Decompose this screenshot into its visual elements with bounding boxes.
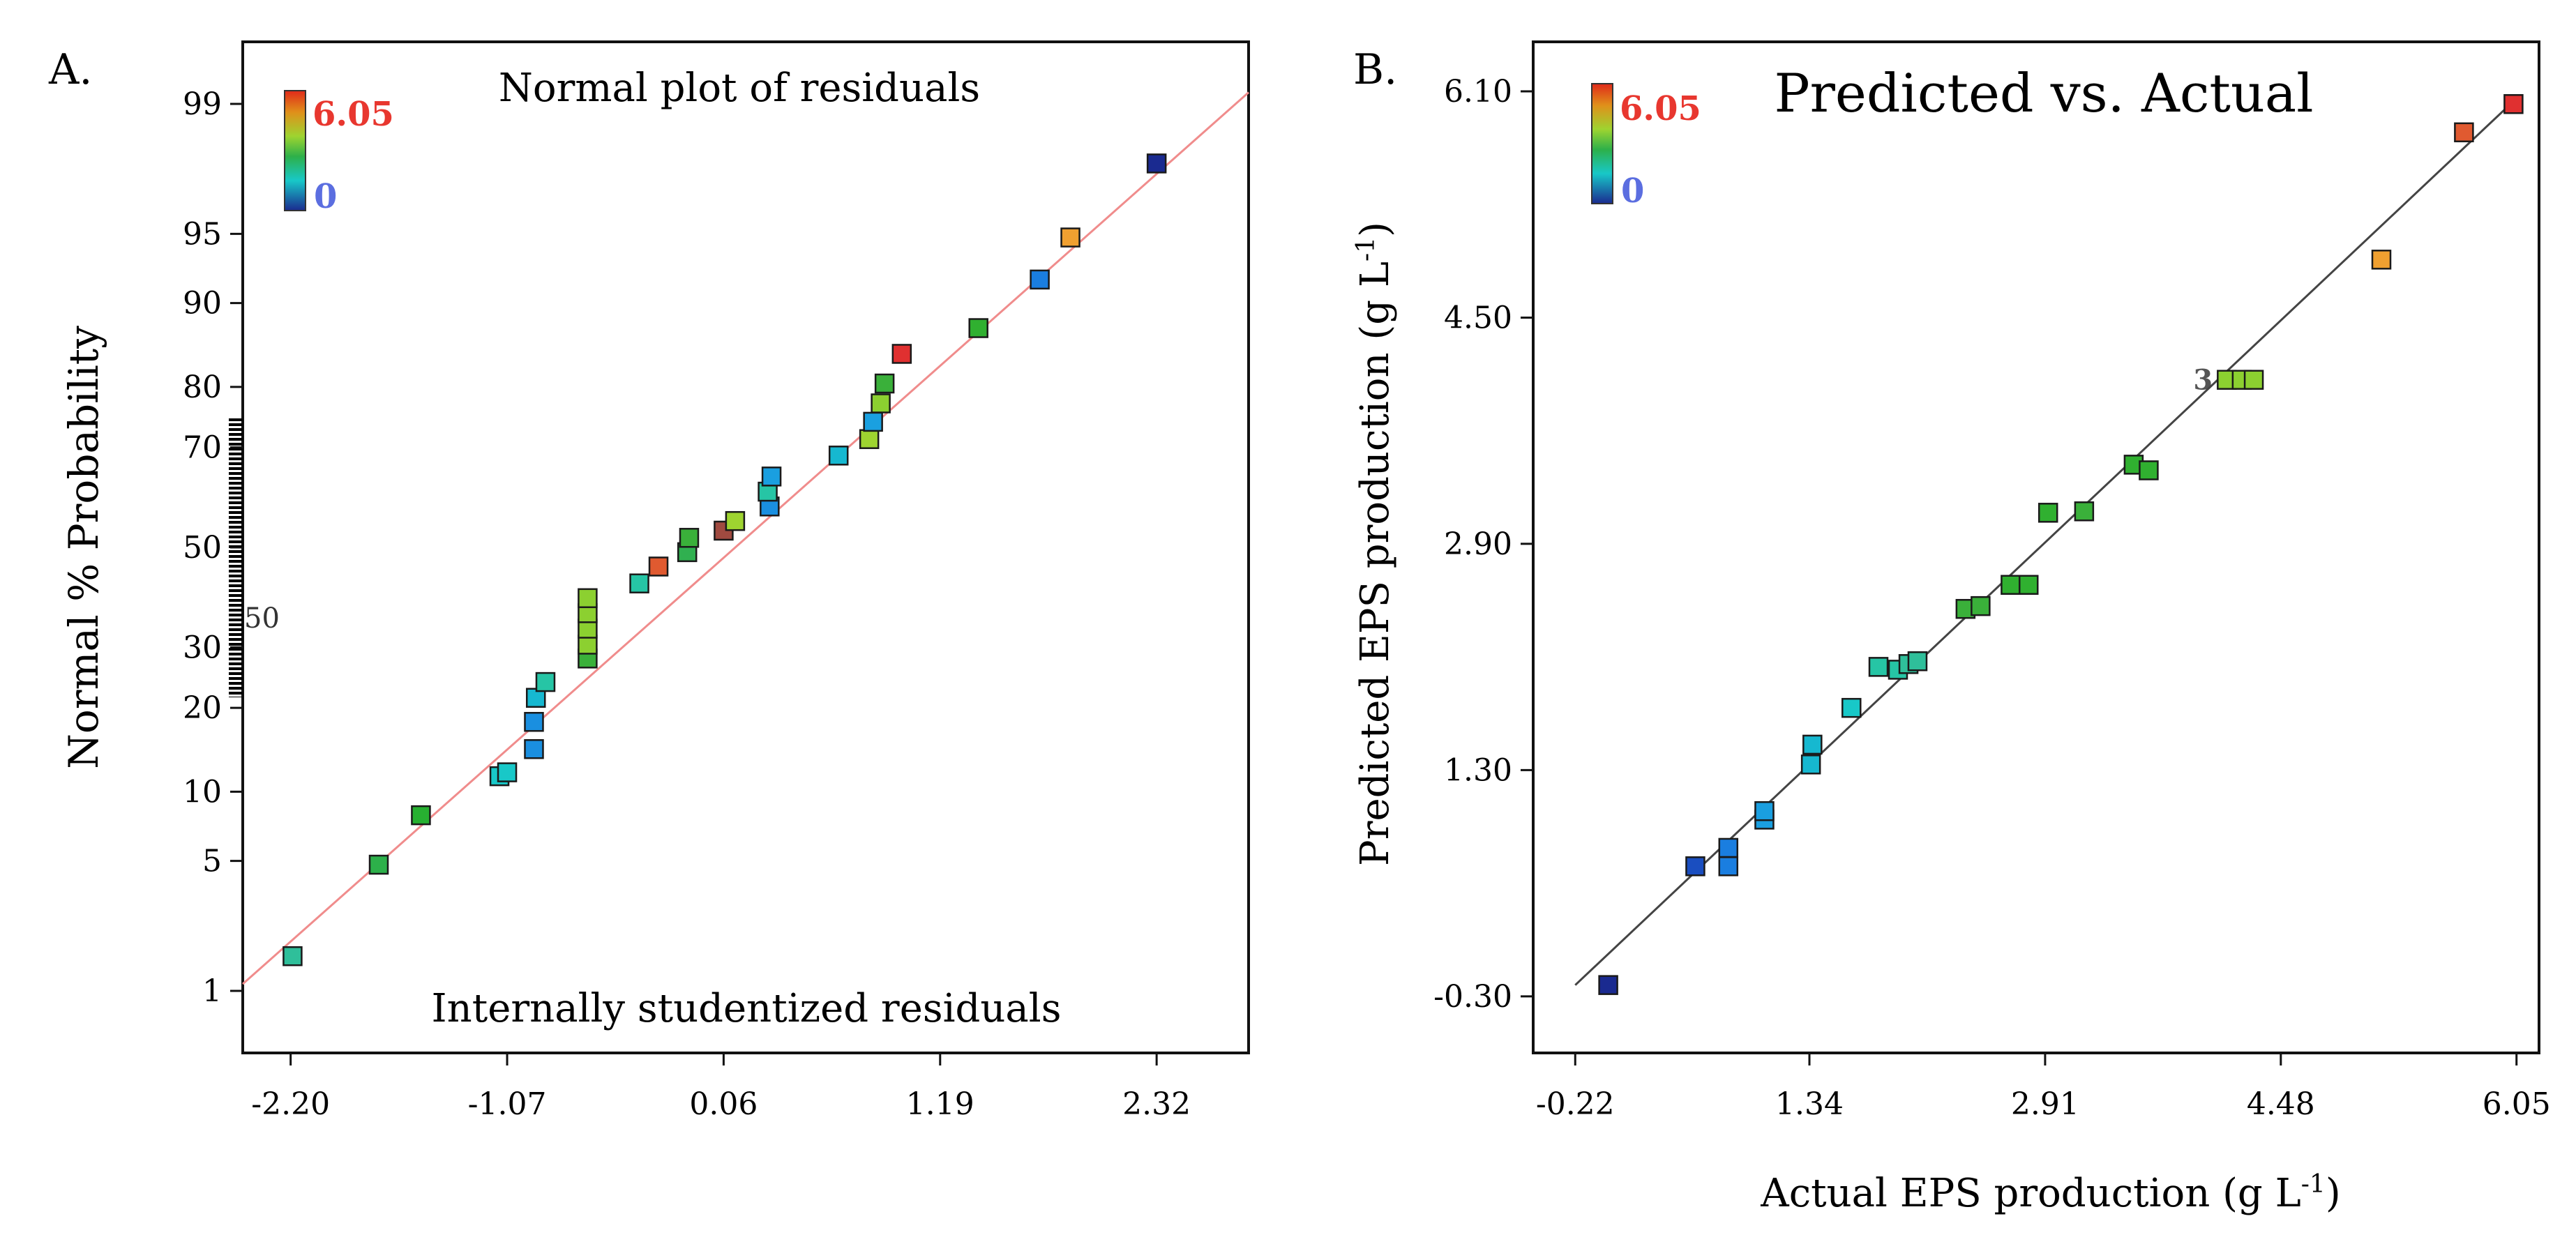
panel-b-legend-min: 0 (1621, 172, 1644, 211)
data-point (2038, 503, 2058, 523)
panel-b-legend-max: 6.05 (1620, 89, 1701, 128)
y-tick-label: 4.50 (1444, 300, 1512, 335)
data-point (1754, 801, 1775, 821)
x-tick-label: -0.22 (1536, 1086, 1615, 1122)
data-point (968, 318, 988, 338)
panel-a-normal-plot: A. Normal plot of residuals Internally s… (48, 40, 1250, 1122)
y-tick-label: 30 (183, 630, 222, 665)
data-point (859, 429, 880, 449)
y-tick-label: 1 (202, 973, 222, 1009)
panel-b-points (1598, 93, 2524, 995)
panel-b-colour-legend (1591, 83, 1613, 204)
y-tick-label: 70 (183, 430, 222, 466)
data-point (578, 588, 598, 609)
data-point (1868, 657, 1889, 677)
data-point (1146, 153, 1167, 174)
y-tick-label: 95 (183, 216, 222, 252)
x-tick-label: 2.91 (2011, 1086, 2079, 1122)
data-point (2243, 370, 2264, 390)
panel-a-colour-legend (284, 90, 306, 211)
y-tick-label: 90 (183, 286, 222, 321)
panel-a-label: A. (48, 45, 92, 94)
y-tick-label: 10 (183, 774, 222, 810)
panel-a-points (283, 153, 1167, 966)
panel-b-xlabel: Actual EPS production (g L-1) (1760, 1170, 2340, 1217)
data-point (1685, 856, 1705, 877)
panel-a-plot-frame (241, 40, 1250, 1054)
data-point (1907, 651, 1928, 672)
data-point (648, 556, 669, 577)
panel-a-xlabel: Internally studentized residuals (432, 986, 1062, 1031)
x-tick-label: -1.07 (468, 1086, 547, 1122)
panel-b-reference-line (1574, 98, 2517, 986)
data-point (1802, 734, 1823, 755)
data-point (679, 528, 700, 548)
data-point (535, 672, 556, 692)
data-point (874, 373, 895, 394)
x-tick-label: 2.32 (1122, 1086, 1191, 1122)
y-tick-label: 5 (202, 844, 222, 879)
data-point (2503, 93, 2524, 114)
data-point (761, 466, 782, 487)
panel-a-y-ticks: 1 5 10 20 30 50 70 80 90 95 99 (183, 86, 243, 1009)
data-point (283, 946, 303, 966)
panel-b-predicted-vs-actual: B. Predicted vs. Actual Actual EPS produ… (1352, 40, 2551, 1217)
panel-a-legend-min: 0 (314, 177, 337, 216)
panel-b-annotation: 3 (2193, 364, 2213, 397)
x-tick-label: 4.48 (2247, 1086, 2315, 1122)
data-point (1718, 856, 1739, 877)
x-tick-label: 1.34 (1775, 1086, 1844, 1122)
y-tick-label: 2.90 (1444, 526, 1512, 562)
x-tick-label: 0.06 (689, 1086, 758, 1122)
y-tick-label: 6.10 (1444, 74, 1512, 109)
panel-b-title: Predicted vs. Actual (1774, 62, 2313, 124)
data-point (2001, 575, 2021, 595)
data-point (1060, 227, 1080, 248)
y-tick-label: 50 (183, 530, 222, 566)
y-tick-label: 99 (183, 86, 222, 122)
x-tick-label: 6.05 (2483, 1086, 2551, 1122)
data-point (2371, 250, 2392, 270)
data-point (871, 393, 891, 414)
data-point (863, 411, 883, 432)
panel-a-reference-line (242, 91, 1249, 985)
data-point (2018, 575, 2039, 595)
panel-a-legend-max: 6.05 (312, 95, 394, 134)
data-point (524, 739, 544, 759)
panel-b-plot-frame (1532, 40, 2540, 1054)
x-tick-label: -2.20 (251, 1086, 330, 1122)
data-point (891, 344, 912, 364)
panel-b-y-ticks: -0.30 1.30 2.90 4.50 6.10 (1433, 74, 1533, 1015)
data-point (411, 805, 431, 826)
y-tick-label: -0.30 (1433, 979, 1512, 1015)
data-point (1030, 269, 1050, 290)
panel-b-x-ticks: -0.22 1.34 2.91 4.48 6.05 (1536, 1053, 2551, 1122)
data-point (368, 854, 389, 875)
data-point (725, 510, 746, 531)
panel-b-label: B. (1353, 45, 1397, 94)
data-point (1718, 837, 1739, 858)
x-tick-label: 1.19 (906, 1086, 974, 1122)
data-point (497, 762, 518, 782)
y-tick-label: 20 (183, 690, 222, 726)
panel-b-ylabel: Predicted EPS production (g L-1) (1352, 222, 1399, 866)
y-tick-label: 80 (183, 370, 222, 405)
panel-a-ylabel: Normal % Probability (60, 326, 107, 769)
data-point (629, 573, 649, 593)
data-point (1598, 975, 1618, 995)
data-point (1841, 697, 1862, 718)
panel-a-title: Normal plot of residuals (499, 66, 980, 111)
panel-a-annotation: 50 (244, 602, 280, 635)
panel-a-x-ticks: -2.20 -1.07 0.06 1.19 2.32 (251, 1053, 1191, 1122)
data-point (524, 711, 544, 732)
data-point (828, 446, 849, 466)
data-point (2139, 460, 2159, 480)
data-point (2454, 122, 2474, 143)
y-tick-label: 1.30 (1444, 752, 1512, 788)
data-point (1800, 754, 1821, 775)
data-point (2074, 501, 2095, 522)
data-point (1971, 596, 1991, 616)
